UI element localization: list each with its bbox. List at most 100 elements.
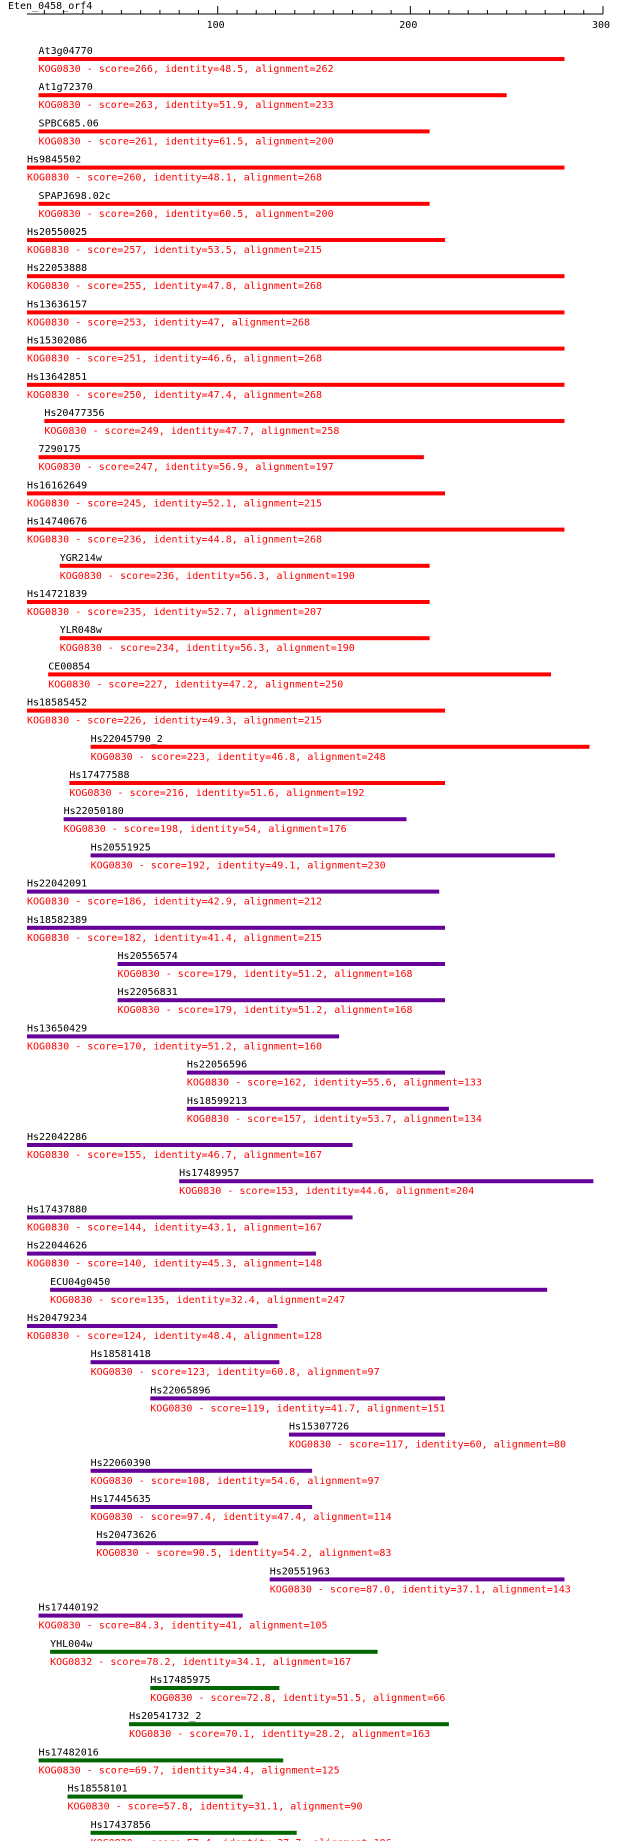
hit-row: YHL004w KOG0832 - score=78.2, identity=34… xyxy=(50,1639,378,1668)
hit-row: YGR214w KOG0830 - score=236, identity=56.… xyxy=(59,553,430,582)
hit-row: Hs17445635 KOG0830 - score=97.4, identity… xyxy=(90,1494,392,1523)
hit-description: KOG0830 - score=235, identity=52.7, alig… xyxy=(27,607,322,618)
hit-identity: 42.9 xyxy=(208,897,232,908)
hit-row: Hs18585452 KOG0830 - score=226, identity=… xyxy=(27,698,446,727)
hit-kog: KOG0830 xyxy=(118,969,160,980)
hit-identity: 44.6 xyxy=(360,1186,384,1197)
hit-bar xyxy=(27,1215,353,1220)
hit-name: Hs17440192 xyxy=(39,1603,99,1614)
hit-score: 251 xyxy=(123,354,141,365)
hit-kog: KOG0830 xyxy=(50,1295,92,1306)
hit-description: KOG0830 - score=260, identity=60.5, alig… xyxy=(39,209,334,220)
hit-name: Hs20473626 xyxy=(96,1530,156,1541)
hit-description: KOG0830 - score=170, identity=51.2, alig… xyxy=(27,1041,322,1052)
hit-description: KOG0830 - score=236, identity=44.8, alig… xyxy=(27,535,322,546)
hit-alignment: 230 xyxy=(368,860,386,871)
hit-name: Hs22060390 xyxy=(91,1458,151,1469)
hit-identity: 47.4 xyxy=(208,390,232,401)
hit-name: ECU04g0450 xyxy=(50,1277,110,1288)
hit-name: CE00854 xyxy=(48,661,90,672)
hit-description: KOG0830 - score=226, identity=49.3, alig… xyxy=(27,716,322,727)
hit-alignment: 197 xyxy=(316,462,334,473)
hit-kog: KOG0830 xyxy=(60,571,102,582)
hit-bar xyxy=(38,57,565,61)
hit-bar xyxy=(27,1251,316,1256)
hit-row: YLR048w KOG0830 - score=234, identity=56.… xyxy=(59,625,430,654)
hit-alignment: 80 xyxy=(554,1440,566,1451)
hit-bar xyxy=(90,744,590,749)
hit-name: Hs22056831 xyxy=(118,987,178,998)
hit-alignment: 133 xyxy=(464,1078,482,1089)
hit-kog: KOG0830 xyxy=(27,933,69,944)
hit-alignment: 105 xyxy=(310,1621,328,1632)
hit-description: KOG0830 - score=140, identity=45.3, alig… xyxy=(27,1259,322,1270)
hit-kog: KOG0830 xyxy=(39,462,81,473)
hit-identity: 48.4 xyxy=(208,1331,232,1342)
hit-description: KOG0830 - score=144, identity=43.1, alig… xyxy=(27,1222,322,1233)
hit-alignment: 207 xyxy=(304,607,322,618)
hit-description: KOG0830 - score=72.8, identity=51.5, ali… xyxy=(150,1693,445,1704)
hit-alignment: 167 xyxy=(304,1222,322,1233)
hit-score: 236 xyxy=(123,535,141,546)
hit-name: Hs22045790_2 xyxy=(91,734,163,745)
hit-score: 162 xyxy=(283,1078,301,1089)
hit-kog: KOG0830 xyxy=(91,1367,133,1378)
hit-row: Hs20477356 KOG0830 - score=249, identity=… xyxy=(44,408,565,437)
query-title: Eten_0458_orf4 xyxy=(8,1,92,12)
hit-name: Hs20556574 xyxy=(118,951,178,962)
hit-kog: KOG0830 xyxy=(96,1548,138,1559)
hit-alignment: 97 xyxy=(368,1367,380,1378)
hit-description: KOG0830 - score=162, identity=55.6, alig… xyxy=(187,1078,482,1089)
hit-alignment: 114 xyxy=(374,1512,392,1523)
hit-description: KOG0830 - score=227, identity=47.2, alig… xyxy=(48,679,343,690)
hit-alignment: 268 xyxy=(304,281,322,292)
hit-score: 179 xyxy=(214,1005,232,1016)
hit-name: Hs18582389 xyxy=(27,915,87,926)
hit-bar xyxy=(96,1541,259,1546)
hit-bar xyxy=(288,1432,446,1437)
hit-description: KOG0830 - score=249, identity=47.7, alig… xyxy=(44,426,339,437)
hit-bar xyxy=(27,889,440,894)
hit-bar xyxy=(27,1324,278,1328)
hit-alignment: 151 xyxy=(427,1403,445,1414)
hit-alignment: 268 xyxy=(304,354,322,365)
hit-name: Hs17485975 xyxy=(150,1675,210,1686)
hit-bar xyxy=(50,1287,548,1292)
hit-score: 157 xyxy=(283,1114,301,1125)
hit-bar xyxy=(150,1686,280,1690)
hit-row: Hs22053888 KOG0830 - score=255, identity=… xyxy=(27,263,565,292)
hit-description: KOG0830 - score=57.4, identity=37.7, ali… xyxy=(91,1838,392,1841)
hit-bar xyxy=(27,274,565,279)
hit-score: 124 xyxy=(123,1331,141,1342)
hit-alignment: 233 xyxy=(316,100,334,111)
hit-row: Hs16162649 KOG0830 - score=245, identity=… xyxy=(27,480,446,509)
hit-kog: KOG0830 xyxy=(129,1729,171,1740)
hit-row: Hs17482016 KOG0830 - score=69.7, identity… xyxy=(38,1747,340,1776)
hit-score: 266 xyxy=(135,64,153,75)
hit-identity: 44.8 xyxy=(208,535,232,546)
hit-name: Hs20551925 xyxy=(91,842,151,853)
hit-name: Hs15302086 xyxy=(27,336,87,347)
hit-score: 216 xyxy=(166,788,184,799)
hit-identity: 41.7 xyxy=(331,1403,355,1414)
hit-name: Hs22044626 xyxy=(27,1241,87,1252)
hit-identity: 52.7 xyxy=(208,607,232,618)
hit-bar xyxy=(38,455,424,460)
hit-name: Hs18585452 xyxy=(27,698,87,709)
axis-tick-label: 100 xyxy=(207,20,225,31)
hit-name: Hs18599213 xyxy=(187,1096,247,1107)
hit-alignment: 168 xyxy=(395,969,413,980)
hit-bar xyxy=(186,1070,446,1075)
hit-alignment: 204 xyxy=(456,1186,474,1197)
hit-alignment: 248 xyxy=(368,752,386,763)
hit-bar xyxy=(38,129,430,134)
hit-alignment: 148 xyxy=(304,1259,322,1270)
hit-identity: 53.7 xyxy=(368,1114,392,1125)
hit-alignment: 268 xyxy=(304,535,322,546)
hit-bar xyxy=(38,93,507,98)
hit-kog: KOG0830 xyxy=(150,1403,192,1414)
hit-name: Hs15307726 xyxy=(289,1422,349,1433)
hit-bar xyxy=(27,1034,340,1039)
